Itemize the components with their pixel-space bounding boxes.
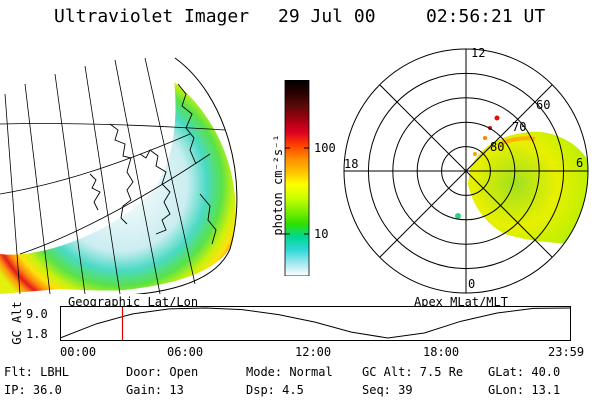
info-door: Door: Open <box>126 365 199 379</box>
polar-label: Apex MLat/MLT <box>414 295 508 309</box>
instrument-title: Ultraviolet Imager <box>54 6 250 27</box>
colorbar <box>284 80 310 276</box>
polar-plot <box>343 48 589 294</box>
mlt-label-0: 0 <box>468 277 476 291</box>
info-glon: GLon: 13.1 <box>488 383 561 397</box>
altitude-plot <box>60 306 571 341</box>
info-flt: Flt: LBHL <box>4 365 70 379</box>
alt-xtick-4: 23:59 <box>548 345 585 359</box>
colorbar-unit-label: photon cm⁻²s⁻¹ <box>271 134 285 236</box>
aurora-oval-polar <box>468 131 588 244</box>
info-glat: GLat: 40.0 <box>488 365 561 379</box>
geographic-map <box>0 57 238 294</box>
alt-xtick-0: 00:00 <box>60 345 97 359</box>
date-label: 29 Jul 00 <box>278 6 376 27</box>
info-ip: IP: 36.0 <box>4 383 62 397</box>
info-gc-alt: GC Alt: 7.5 Re <box>362 365 464 379</box>
alt-ytick-min: 1.8 <box>26 327 48 341</box>
mlat-label-70: 70 <box>512 120 527 134</box>
info-dsp: Dsp: 4.5 <box>246 383 304 397</box>
mlt-label-18: 18 <box>344 157 359 171</box>
mlat-label-80: 80 <box>490 140 505 154</box>
mlt-label-6: 6 <box>576 156 584 170</box>
info-gain: Gain: 13 <box>126 383 184 397</box>
alt-xtick-2: 12:00 <box>295 345 332 359</box>
geographic-label: Geographic Lat/Lon <box>68 295 199 309</box>
alt-xtick-1: 06:00 <box>167 345 204 359</box>
info-seq: Seq: 39 <box>362 383 413 397</box>
alt-ytick-max: 9.0 <box>26 307 48 321</box>
mlat-label-60: 60 <box>536 98 551 112</box>
mlt-label-12: 12 <box>471 46 486 60</box>
colorbar-tick-10: 10 <box>314 227 329 241</box>
altitude-curve <box>60 307 571 339</box>
aurora-oval-geo <box>0 64 236 294</box>
info-mode: Mode: Normal <box>246 365 333 379</box>
time-label: 02:56:21 UT <box>426 6 546 27</box>
alt-ylabel: GC Alt <box>10 301 24 345</box>
colorbar-tick-100: 100 <box>314 141 336 155</box>
alt-xtick-3: 18:00 <box>423 345 460 359</box>
